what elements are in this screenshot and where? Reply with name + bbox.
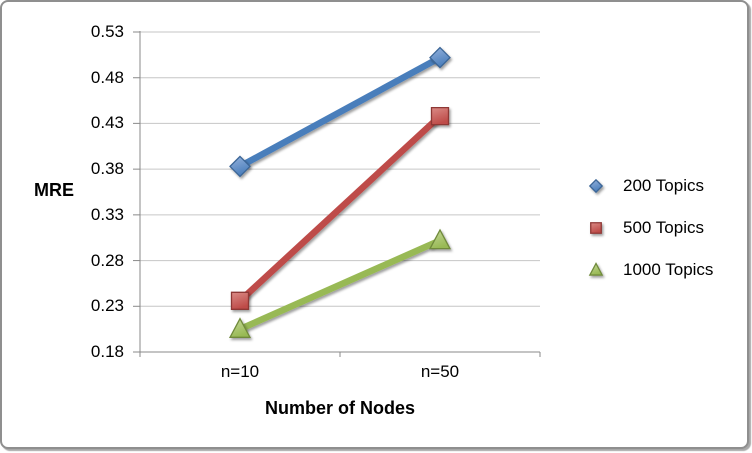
legend-item-200-topics: 200 Topics (571, 175, 704, 197)
marker-1000-topics-n=50 (428, 228, 452, 250)
marker-200-topics-n=10 (229, 155, 251, 178)
y-tick-label: 0.23 (90, 296, 124, 316)
y-tick-label: 0.53 (90, 22, 124, 41)
series-line-500-topics (236, 112, 444, 305)
legend-key-diamond-icon (571, 178, 621, 194)
y-tick-label: 0.48 (90, 67, 124, 87)
marker-1000-topics-n=10 (228, 317, 252, 338)
x-tick-label-n=10: n=10 (220, 362, 260, 381)
legend-label: 200 Topics (623, 176, 704, 195)
legend-item-1000-topics: 1000 Topics (571, 259, 713, 281)
series-line-1000-topics (236, 237, 444, 333)
y-axis-title: MRE (34, 180, 74, 200)
legend-key-square-icon (571, 222, 621, 234)
legend-key-triangle-icon (571, 262, 621, 276)
y-tick-label: 0.33 (90, 204, 124, 224)
marker-200-topics-n=50 (429, 46, 451, 69)
y-tick-label: 0.18 (90, 342, 124, 361)
legend-label: 500 Topics (623, 218, 704, 237)
legend-item-500-topics: 500 Topics (571, 217, 704, 239)
x-axis-title: Number of Nodes (264, 398, 415, 418)
marker-500-topics-n=50 (430, 106, 450, 126)
legend-label: 1000 Topics (623, 260, 714, 279)
y-tick-label: 0.28 (90, 250, 124, 270)
x-tick-label-n=50: n=50 (420, 362, 460, 381)
y-tick-label: 0.38 (90, 159, 124, 179)
y-tick-label: 0.43 (90, 113, 124, 133)
marker-500-topics-n=10 (230, 291, 250, 310)
series-line-200-topics (236, 54, 444, 170)
